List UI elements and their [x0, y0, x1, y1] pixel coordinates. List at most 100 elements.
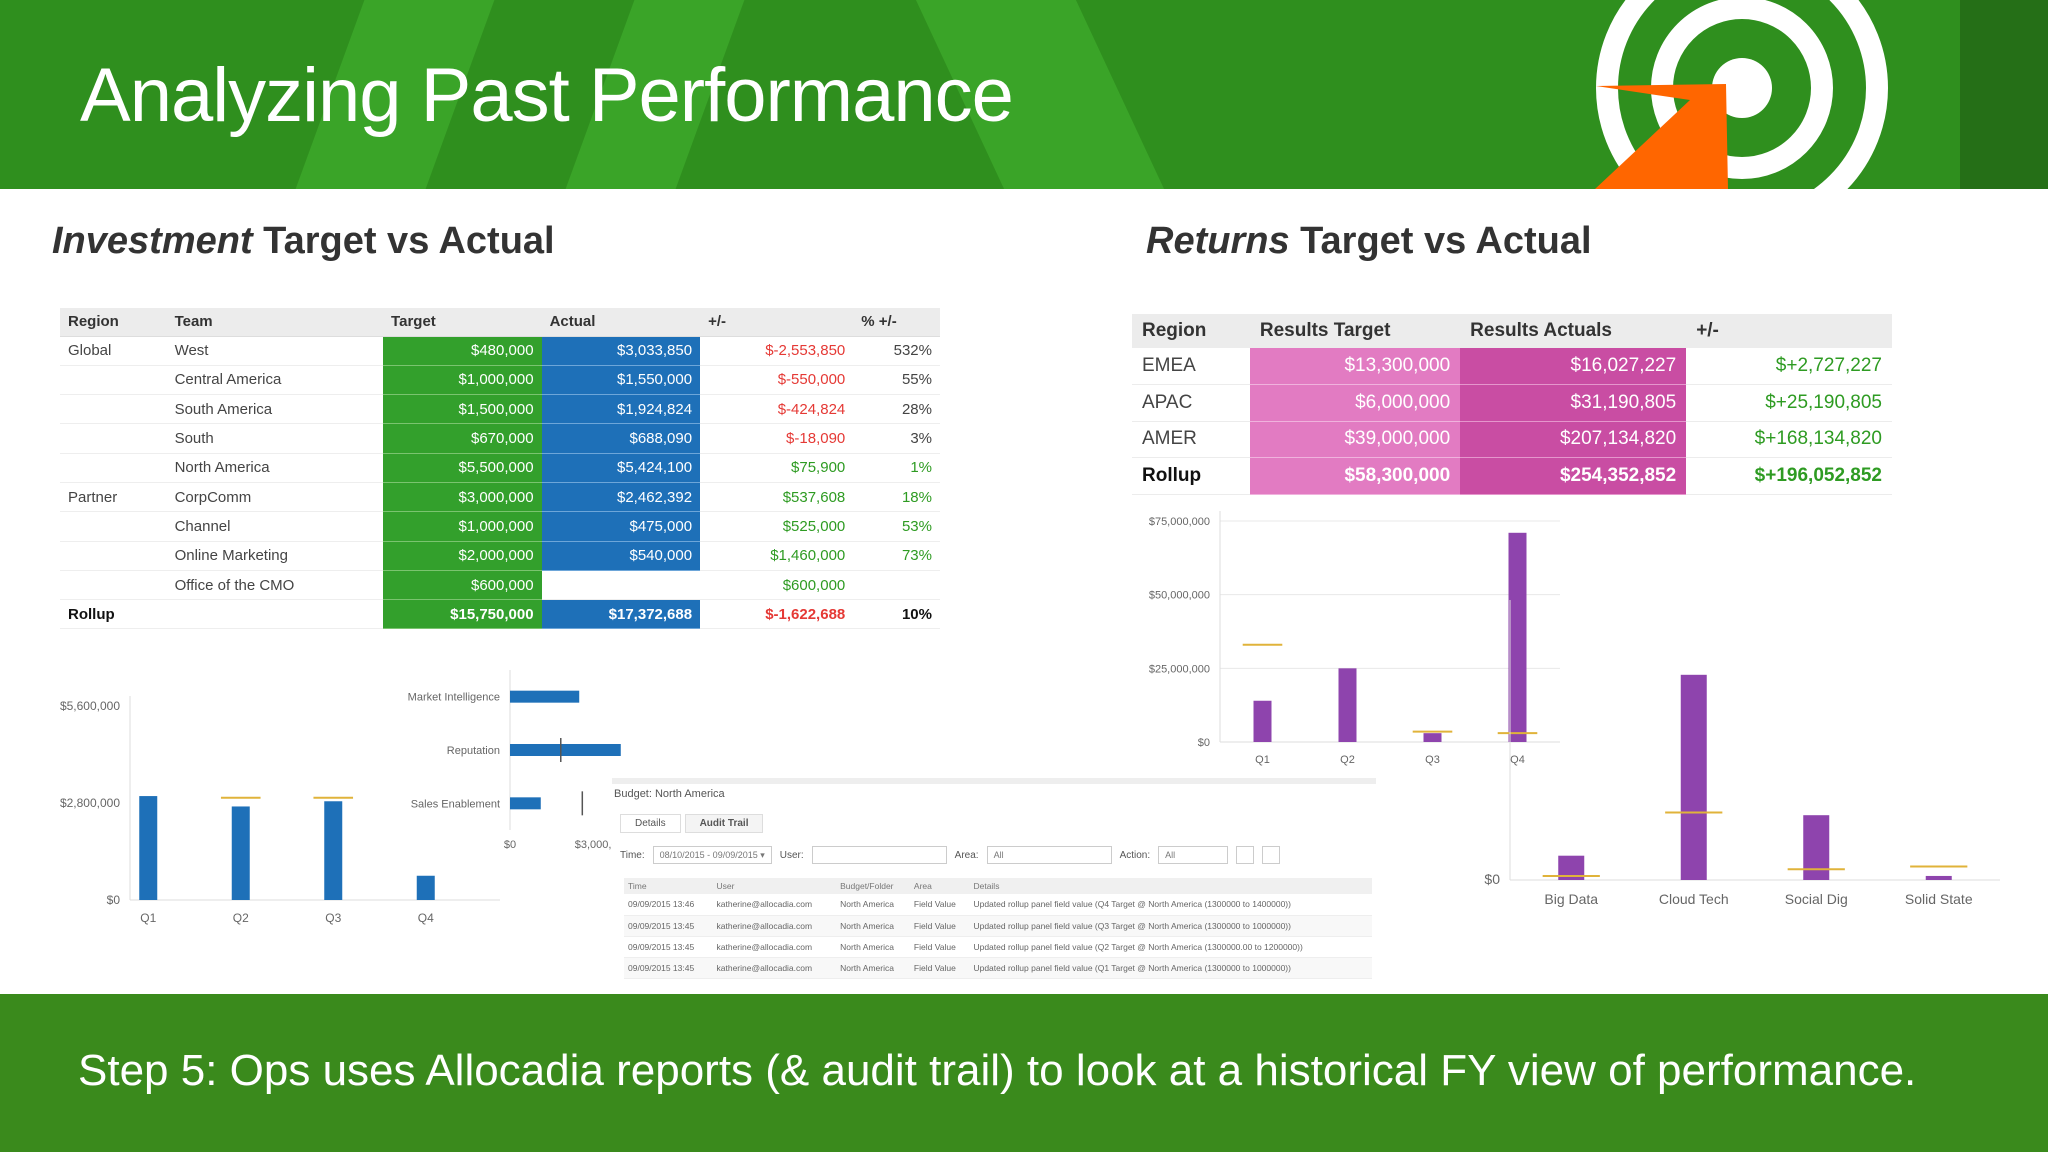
team-cell: South — [166, 423, 384, 454]
y-tick-label: $75,000,000 — [1149, 516, 1210, 528]
target-cell: $1,000,000 — [383, 365, 542, 396]
x-tick-label: Big Data — [1544, 891, 1598, 907]
team-cell: South America — [166, 394, 384, 425]
diff-cell: $+168,134,820 — [1686, 421, 1892, 458]
team-cell: Office of the CMO — [166, 570, 384, 601]
returns-title: Returns Target vs Actual — [1146, 220, 1592, 262]
rollup-label: Rollup — [60, 599, 167, 630]
y-tick-label: $0 — [1198, 737, 1210, 749]
team-cell: Online Marketing — [166, 541, 384, 571]
x-tick-label: Social Dig — [1785, 891, 1848, 907]
audit-filters: Time: 08/10/2015 - 09/09/2015 ▾ User: Ar… — [620, 844, 1370, 866]
team-cell: Channel — [166, 511, 384, 542]
table-row: 09/09/2015 13:46 katherine@allocadia.com N… — [624, 894, 1372, 916]
y-tick-label: Market Intelligence — [408, 692, 500, 704]
folder-cell: North America — [836, 915, 910, 937]
diff-cell: $+25,190,805 — [1686, 384, 1892, 422]
column-header: Region — [1132, 314, 1250, 348]
table-row: APAC $6,000,000 $31,190,805 $+25,190,805 — [1132, 384, 1892, 422]
table-row: Online Marketing $2,000,000 $540,000 $1,460… — [60, 541, 940, 571]
diff-cell: $-1,622,688 — [700, 599, 854, 630]
area-filter-select[interactable]: All — [986, 846, 1112, 864]
region-cell — [60, 394, 167, 425]
column-header: +/- — [1686, 314, 1892, 348]
audit-table: Time User Budget/Folder Area Details 09/09/2… — [624, 878, 1372, 979]
investment-program-chart: Market Intelligence Reputation Sales Enabl… — [408, 670, 630, 851]
pct-cell: 18% — [853, 482, 940, 513]
column-header: Area — [909, 878, 970, 894]
returns-program-chart: $0 Big Data Cloud Tech Social Dig Solid Stat… — [1484, 600, 2000, 907]
print-icon[interactable] — [1262, 846, 1281, 864]
column-header: Team — [166, 308, 384, 337]
table-row: 09/09/2015 13:45 katherine@allocadia.com N… — [624, 957, 1372, 979]
diff-cell: $-550,000 — [700, 365, 854, 396]
empty-cell — [166, 599, 384, 630]
pct-cell: 73% — [853, 541, 940, 571]
footer-caption: Step 5: Ops uses Allocadia reports (& au… — [78, 1046, 1917, 1095]
actual-cell: $475,000 — [541, 511, 701, 542]
investment-quarterly-chart: $0 $2,800,000 $5,600,000 Q1 Q2 Q3 Q4 — [60, 696, 500, 925]
results-target-cell: $58,300,000 — [1249, 457, 1461, 495]
column-header: Region — [60, 308, 167, 337]
audit-tabs: Details Audit Trail — [620, 814, 767, 833]
y-tick-label: $2,800,000 — [60, 796, 120, 810]
x-tick-label: Solid State — [1905, 891, 1973, 907]
region-cell: Global — [60, 336, 167, 366]
actual-cell: $5,424,100 — [541, 453, 701, 483]
column-header: Results Target — [1249, 314, 1461, 348]
target-cell: $5,500,000 — [383, 453, 542, 483]
time-cell: 09/09/2015 13:46 — [624, 894, 713, 916]
region-cell — [60, 511, 167, 542]
returns-quarterly-chart: $0 $25,000,000 $50,000,000 $75,000,000 Q1 Q2 Q… — [1149, 511, 1560, 766]
pct-cell: 10% — [853, 599, 940, 630]
x-tick-label: Q3 — [325, 911, 341, 925]
export-icon[interactable] — [1236, 846, 1255, 864]
target-cell: $3,000,000 — [383, 482, 542, 513]
table-row: Global West $480,000 $3,033,850 $-2,553,850 5… — [60, 336, 940, 366]
pct-cell: 1% — [853, 453, 940, 483]
diff-cell: $-18,090 — [700, 423, 854, 454]
user-filter-input[interactable] — [811, 846, 947, 864]
area-cell: Field Value — [909, 915, 970, 937]
target-cell: $480,000 — [383, 336, 542, 366]
team-cell: CorpComm — [166, 482, 384, 513]
tab-audit-trail[interactable]: Audit Trail — [684, 814, 764, 833]
y-tick-label: $0 — [107, 893, 121, 907]
column-header: +/- — [700, 308, 854, 337]
target-cell: $600,000 — [383, 570, 542, 601]
region-cell — [60, 453, 167, 483]
pct-cell: 55% — [853, 365, 940, 396]
actual-cell: $1,924,824 — [541, 394, 701, 425]
page-title: Analyzing Past Performance — [80, 53, 1014, 138]
target-cell: $15,750,000 — [383, 599, 542, 630]
x-tick-label: Cloud Tech — [1659, 891, 1729, 907]
diff-cell: $+196,052,852 — [1686, 457, 1892, 495]
target-cell: $1,500,000 — [383, 394, 542, 425]
time-cell: 09/09/2015 13:45 — [624, 957, 713, 979]
bar — [510, 690, 580, 703]
action-filter-select[interactable]: All — [1158, 846, 1229, 864]
results-actual-cell: $16,027,227 — [1460, 348, 1687, 385]
pct-cell: 532% — [853, 336, 940, 366]
time-cell: 09/09/2015 13:45 — [624, 936, 713, 958]
audit-trail-panel: Budget: North America Details Audit Trail… — [612, 778, 1376, 990]
x-tick-label: Q3 — [1425, 754, 1440, 766]
bar — [1925, 875, 1952, 880]
user-cell: katherine@allocadia.com — [712, 894, 837, 916]
results-target-cell: $39,000,000 — [1249, 421, 1461, 458]
header-band: Analyzing Past Performance — [0, 0, 2048, 189]
bar — [231, 806, 250, 900]
bar — [324, 801, 343, 900]
table-row: Central America $1,000,000 $1,550,000 $-550… — [60, 365, 940, 396]
diff-cell: $+2,727,227 — [1686, 348, 1892, 385]
y-tick-label: Reputation — [447, 745, 500, 757]
bar — [1680, 674, 1707, 880]
region-cell: APAC — [1132, 384, 1250, 422]
bar — [1508, 532, 1527, 742]
rollup-row: Rollup $58,300,000 $254,352,852 $+196,052,8… — [1132, 457, 1892, 495]
region-cell: Partner — [60, 482, 167, 513]
column-header: Budget/Folder — [836, 878, 910, 894]
time-filter-select[interactable]: 08/10/2015 - 09/09/2015 ▾ — [652, 846, 772, 864]
tab-details[interactable]: Details — [620, 814, 681, 833]
team-cell: Central America — [166, 365, 384, 396]
